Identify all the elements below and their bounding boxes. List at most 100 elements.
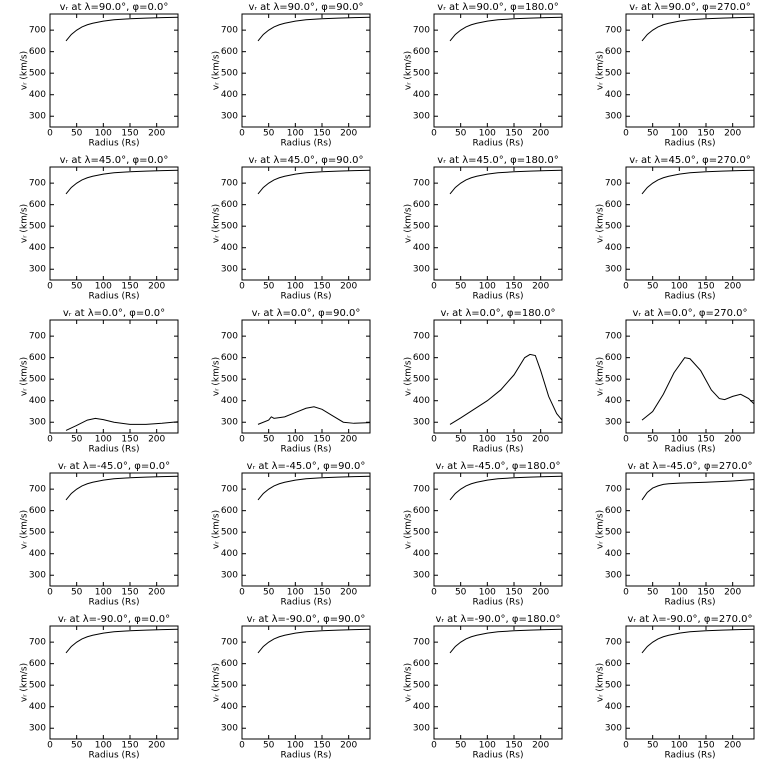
x-tick-label: 50 (455, 282, 467, 292)
y-tick-label: 400 (605, 702, 622, 712)
x-axis-label: Radius (Rs) (280, 598, 331, 608)
x-tick-label: 50 (71, 282, 83, 292)
plot-frame (433, 319, 563, 434)
x-tick-label: 0 (623, 129, 629, 139)
y-tick-label: 500 (221, 528, 238, 538)
y-tick-label: 500 (29, 528, 46, 538)
y-tick-label: 600 (221, 506, 238, 516)
y-tick-label: 700 (605, 179, 622, 189)
y-tick-label: 300 (29, 724, 46, 734)
data-line (65, 169, 179, 195)
y-tick-label: 500 (605, 681, 622, 691)
x-tick-label: 200 (340, 129, 357, 139)
x-tick-label: 200 (532, 741, 549, 751)
y-tick-label: 600 (29, 47, 46, 57)
y-tick-label: 500 (605, 375, 622, 385)
y-tick-label: 400 (413, 549, 430, 559)
y-tick-label: 400 (29, 702, 46, 712)
x-tick-label: 200 (340, 741, 357, 751)
x-tick-label: 100 (287, 741, 304, 751)
y-tick-label: 700 (413, 179, 430, 189)
y-tick-label: 500 (605, 222, 622, 232)
x-tick-label: 0 (623, 282, 629, 292)
x-tick-label: 0 (47, 435, 53, 445)
y-tick-label: 400 (29, 396, 46, 406)
x-axis-label: Radius (Rs) (664, 292, 715, 302)
y-tick-label: 300 (605, 112, 622, 122)
plot-frame (241, 166, 371, 281)
y-tick-label: 500 (221, 222, 238, 232)
panel-title: vᵣ at λ=45.0°, φ=0.0° (60, 155, 169, 166)
x-axis-label: Radius (Rs) (88, 751, 139, 761)
y-tick-label: 300 (221, 112, 238, 122)
y-axis-label: vᵣ (km/s) (404, 51, 414, 90)
x-axis-label: Radius (Rs) (472, 598, 523, 608)
panel-title: vᵣ at λ=90.0°, φ=90.0° (248, 2, 363, 13)
x-tick-label: 200 (148, 741, 165, 751)
panel-title: vᵣ at λ=-90.0°, φ=180.0° (435, 614, 560, 625)
y-tick-label: 600 (605, 47, 622, 57)
y-tick-label: 700 (605, 332, 622, 342)
x-tick-label: 150 (505, 282, 522, 292)
y-axis-label: vᵣ (km/s) (212, 51, 222, 90)
y-tick-label: 400 (605, 549, 622, 559)
data-line (641, 478, 755, 501)
y-tick-label: 600 (221, 200, 238, 210)
x-tick-label: 150 (505, 741, 522, 751)
y-axis-label: vᵣ (km/s) (212, 357, 222, 396)
y-tick-label: 300 (413, 418, 430, 428)
panel-title: vᵣ at λ=0.0°, φ=90.0° (252, 308, 361, 319)
x-axis-label: Radius (Rs) (88, 292, 139, 302)
y-tick-label: 600 (221, 353, 238, 363)
plot-frame (241, 472, 371, 587)
panel-title: vᵣ at λ=45.0°, φ=180.0° (437, 155, 558, 166)
x-tick-label: 150 (121, 741, 138, 751)
x-tick-label: 0 (431, 435, 437, 445)
panel-title: vᵣ at λ=-45.0°, φ=0.0° (58, 461, 170, 472)
data-line (449, 169, 563, 195)
y-tick-label: 300 (221, 265, 238, 275)
y-tick-label: 400 (221, 702, 238, 712)
plot-frame (625, 319, 755, 434)
x-tick-label: 100 (95, 588, 112, 598)
data-line (65, 628, 179, 654)
x-tick-label: 50 (455, 435, 467, 445)
y-tick-label: 600 (605, 506, 622, 516)
x-tick-label: 50 (263, 588, 275, 598)
panel-title: vᵣ at λ=-90.0°, φ=0.0° (58, 614, 170, 625)
y-tick-label: 300 (413, 571, 430, 581)
y-tick-label: 300 (29, 265, 46, 275)
y-tick-label: 400 (413, 90, 430, 100)
y-tick-label: 700 (221, 638, 238, 648)
x-axis-label: Radius (Rs) (472, 139, 523, 149)
x-tick-label: 100 (671, 435, 688, 445)
x-tick-label: 50 (71, 435, 83, 445)
plot-frame (49, 472, 179, 587)
x-tick-label: 0 (431, 741, 437, 751)
data-line (65, 475, 179, 501)
x-tick-label: 200 (724, 741, 741, 751)
y-tick-label: 600 (605, 200, 622, 210)
x-tick-label: 150 (697, 435, 714, 445)
y-tick-label: 300 (605, 265, 622, 275)
y-tick-label: 600 (413, 659, 430, 669)
x-tick-label: 0 (47, 588, 53, 598)
x-tick-label: 50 (263, 435, 275, 445)
x-tick-label: 200 (340, 282, 357, 292)
x-tick-label: 0 (431, 588, 437, 598)
x-tick-label: 0 (239, 741, 245, 751)
y-tick-label: 300 (413, 265, 430, 275)
y-axis-label: vᵣ (km/s) (596, 51, 606, 90)
panel-title: vᵣ at λ=45.0°, φ=90.0° (248, 155, 363, 166)
x-tick-label: 0 (239, 435, 245, 445)
y-tick-label: 300 (29, 112, 46, 122)
panel-title: vᵣ at λ=0.0°, φ=0.0° (63, 308, 165, 319)
x-tick-label: 50 (647, 588, 659, 598)
x-axis-label: Radius (Rs) (280, 292, 331, 302)
y-tick-label: 700 (413, 638, 430, 648)
x-tick-label: 0 (623, 741, 629, 751)
x-tick-label: 150 (697, 129, 714, 139)
x-tick-label: 100 (95, 282, 112, 292)
x-tick-label: 200 (148, 282, 165, 292)
x-tick-label: 0 (623, 588, 629, 598)
